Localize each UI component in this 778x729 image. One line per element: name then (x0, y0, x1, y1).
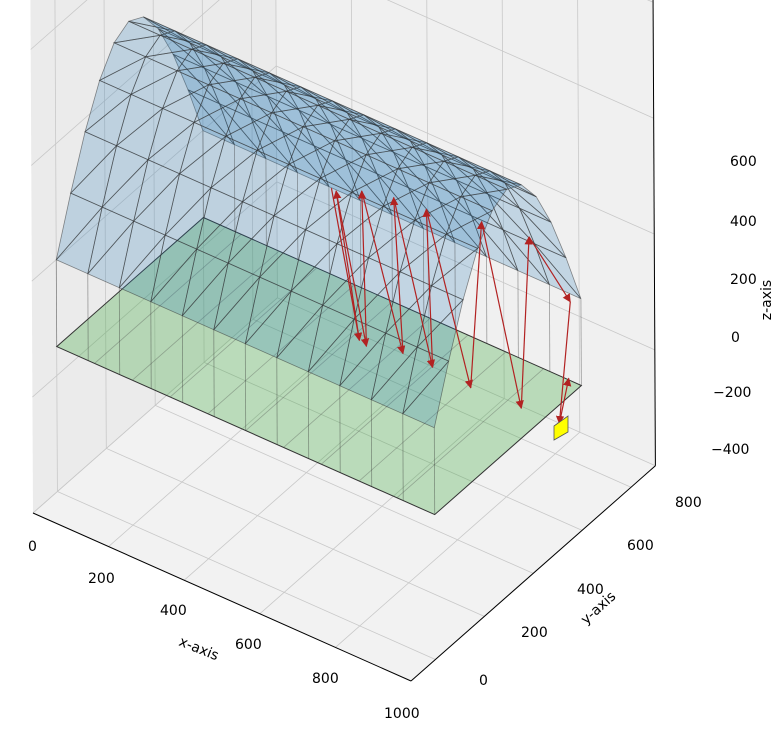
vault-surface (55, 16, 582, 515)
vault-facet (408, 187, 456, 243)
x-tick-labels: 0 200 400 600 800 1000 (28, 539, 420, 722)
y-tick-label: 600 (627, 538, 654, 554)
grid-line (31, 0, 654, 166)
ray-arrow (422, 208, 434, 368)
mesh-line (94, 234, 242, 364)
x-tick-label: 200 (88, 571, 115, 587)
mesh-line (245, 301, 393, 431)
y-tick-label: 0 (479, 673, 488, 689)
y-tick-labels: 0 200 400 600 800 (479, 495, 702, 689)
vault-facet (282, 131, 330, 187)
x-axis-line (32, 512, 412, 682)
vault-facet (345, 159, 393, 215)
z-tick-label: 400 (730, 214, 757, 230)
ray-arrow (335, 190, 370, 348)
ray-arrow (520, 236, 533, 409)
grid-line (32, 181, 655, 398)
x-tick-label: 1000 (384, 706, 420, 722)
vault-facet (534, 243, 582, 299)
mesh-line (132, 250, 280, 381)
mesh-line (396, 368, 544, 499)
z-tick-label: −200 (713, 385, 751, 401)
receiver-marker (553, 415, 569, 441)
mesh-line (283, 318, 431, 448)
ray-arrow (389, 196, 404, 354)
x-tick-label: 0 (28, 539, 37, 555)
ray-arrow (558, 377, 572, 424)
vault-facet (376, 173, 424, 229)
x-axis-label: x-axis (177, 634, 221, 664)
z-tick-label: 600 (730, 154, 757, 170)
vault-facet (502, 229, 550, 285)
y-tick-label: 800 (675, 495, 702, 511)
vault-facet (250, 117, 298, 173)
ray-arrow (480, 221, 524, 410)
z-tick-label: 200 (730, 272, 757, 288)
ray-arrow (361, 190, 406, 355)
vault-facet (187, 89, 235, 145)
ray-arrow (330, 187, 363, 342)
grid-line (31, 65, 655, 282)
vault-facet (439, 201, 487, 257)
axis-lines (32, 0, 656, 682)
z-tick-label: −400 (711, 442, 749, 458)
ray-arrow (393, 197, 435, 369)
ray-arrow (470, 220, 486, 388)
ray-arrow (333, 190, 361, 341)
receiver-marker (553, 415, 569, 441)
vault-facet (471, 215, 519, 271)
pane-left (30, 0, 278, 513)
ray-arrow (357, 190, 368, 347)
z-tick-labels: −400 −200 0 200 400 600 (711, 154, 757, 458)
vault-facet (313, 145, 361, 201)
mesh-line (207, 284, 355, 415)
ray-arrow (555, 301, 571, 425)
vault-facet (219, 103, 267, 159)
z-axis-label: z-axis (759, 280, 775, 320)
ray-arrow (528, 236, 571, 303)
z-tick-label: 0 (731, 330, 740, 346)
x-tick-label: 400 (160, 603, 187, 619)
pane-back (275, 0, 656, 466)
mesh-line (321, 334, 469, 465)
x-tick-label: 800 (312, 671, 339, 687)
ray-arrows (330, 187, 572, 425)
y-tick-label: 200 (521, 625, 548, 641)
y-tick-label: 400 (577, 582, 604, 598)
mesh-line (358, 351, 507, 482)
y-axis-line (410, 465, 656, 682)
grid-line (32, 297, 656, 514)
z-axis-line (652, 0, 656, 466)
x-tick-label: 600 (235, 637, 262, 653)
ray-arrow (425, 209, 473, 389)
